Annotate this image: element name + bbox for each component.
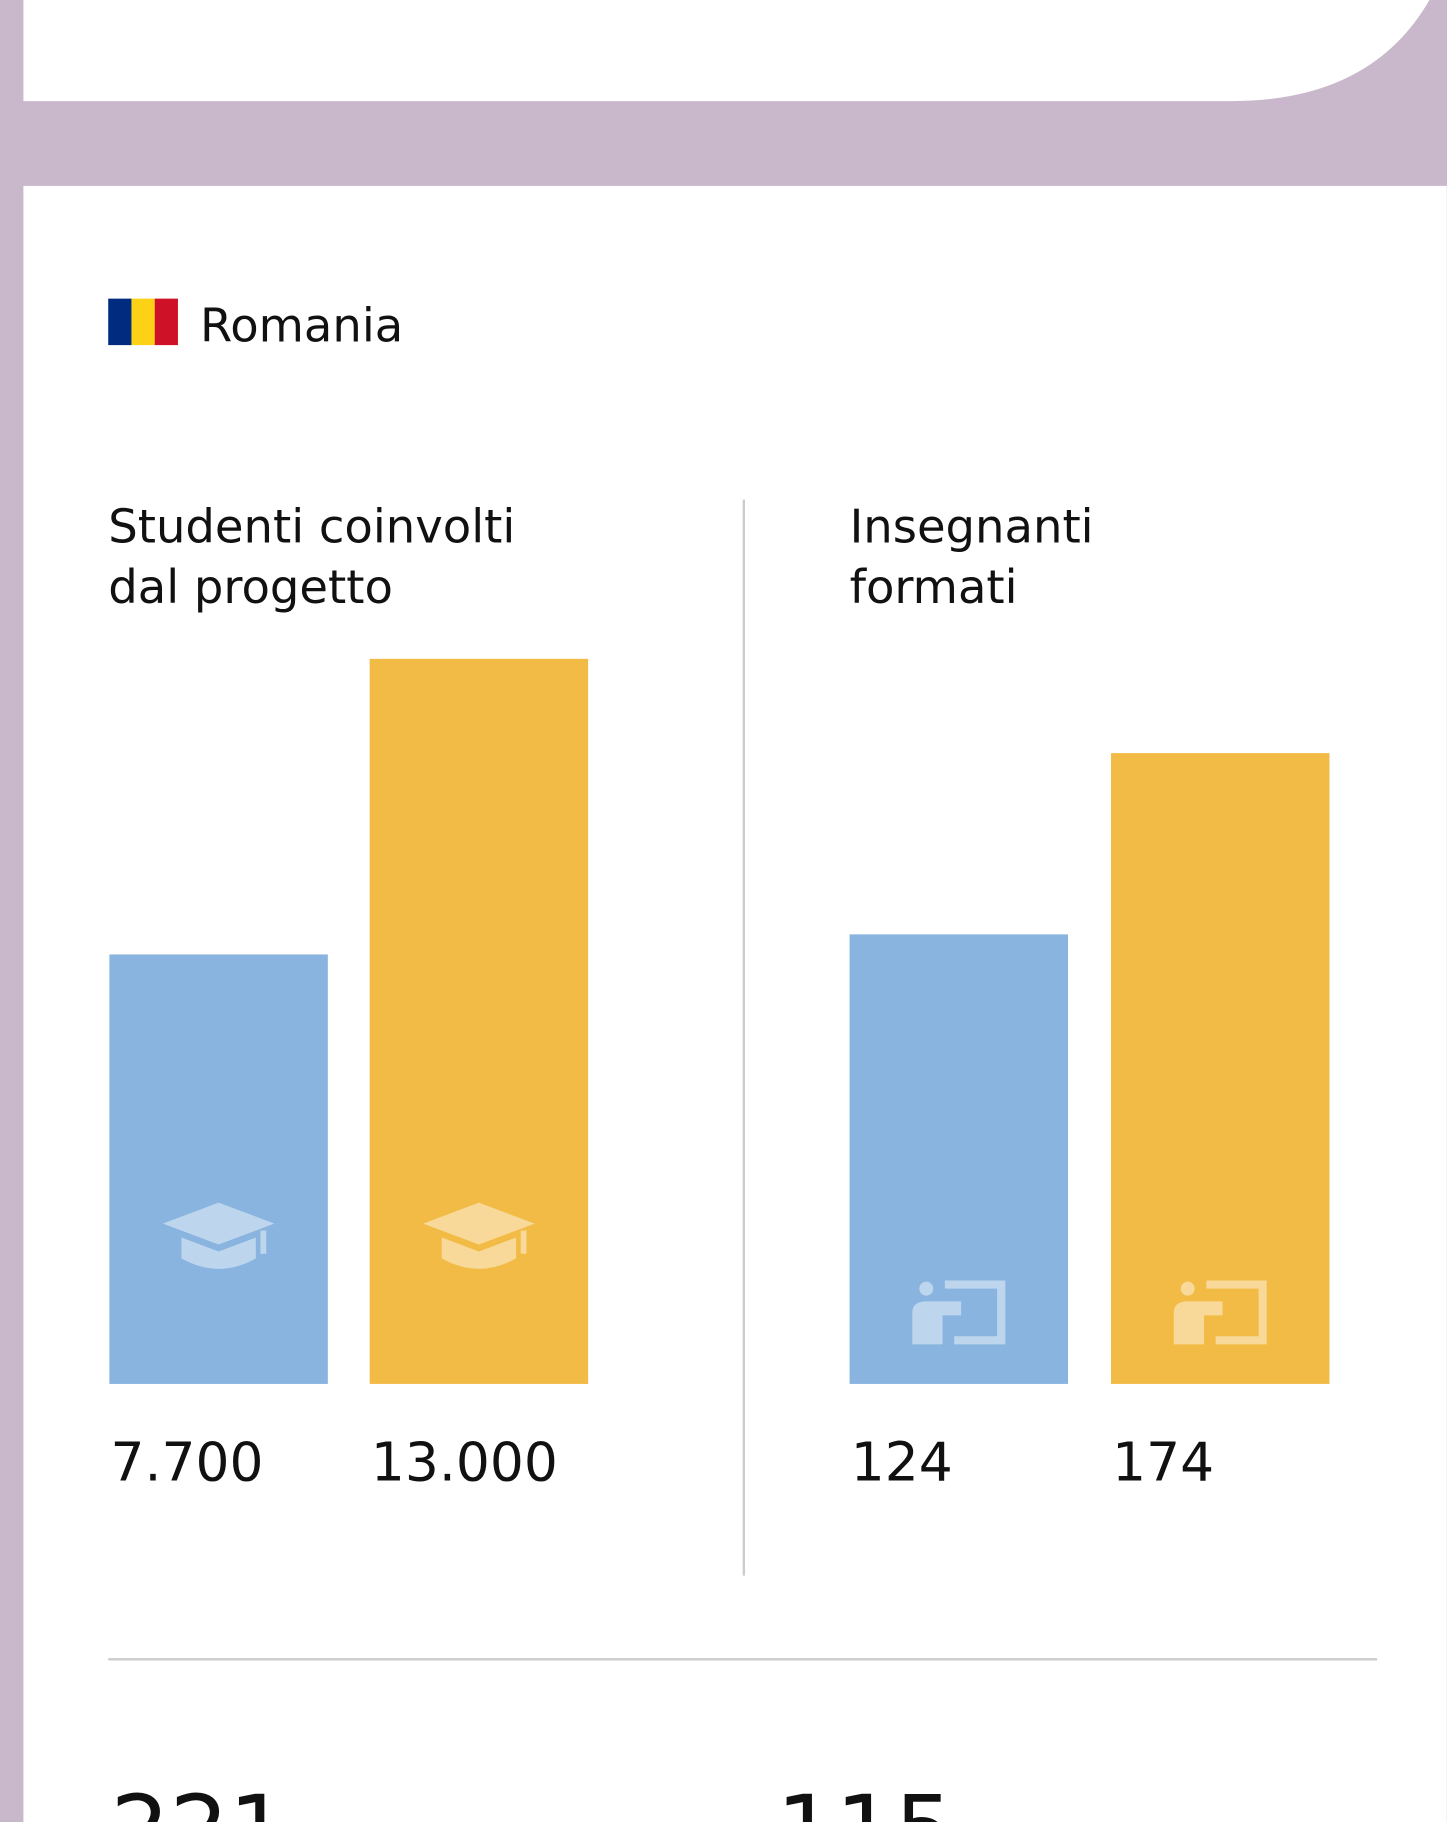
- flag-red: [154, 298, 178, 346]
- flag: [108, 298, 178, 346]
- chart-title: Studenti coinvolti dal progetto: [108, 500, 516, 615]
- flag-yellow: [131, 298, 155, 346]
- cap-base: [441, 1237, 517, 1269]
- value-label: 124: [851, 1430, 953, 1493]
- head: [919, 1281, 934, 1296]
- teacher-icon: [1173, 1280, 1267, 1345]
- board: [944, 1280, 1006, 1345]
- head: [1180, 1281, 1195, 1296]
- flag-blue: [108, 298, 132, 346]
- bar: [1111, 753, 1330, 1384]
- student-icon: [423, 1202, 535, 1269]
- country-label: Romania: [200, 299, 403, 353]
- value-label: 13.000: [371, 1430, 558, 1493]
- bar: [369, 658, 589, 1384]
- body: [912, 1301, 962, 1345]
- body: [1173, 1301, 1223, 1345]
- cap-top: [423, 1202, 535, 1245]
- chart-title-box: Studenti coinvolti dal progetto: [108, 500, 516, 615]
- top-card: [23, 0, 1430, 102]
- stat-number: 115: [776, 1776, 953, 1822]
- value-label: 7.700: [111, 1430, 264, 1493]
- cap-tassel: [520, 1230, 527, 1254]
- cap-tassel: [260, 1230, 267, 1254]
- chart-title: Insegnanti formati: [849, 500, 1094, 615]
- bar: [109, 954, 328, 1384]
- stat-number: 221: [111, 1776, 288, 1822]
- teacher-icon: [912, 1280, 1006, 1345]
- chart-title-box: Insegnanti formati: [849, 500, 1094, 615]
- student-icon: [162, 1202, 275, 1269]
- bar: [849, 934, 1069, 1384]
- cap-top: [162, 1202, 275, 1245]
- value-label: 174: [1112, 1430, 1214, 1493]
- cap-base: [181, 1237, 256, 1269]
- board: [1206, 1280, 1267, 1345]
